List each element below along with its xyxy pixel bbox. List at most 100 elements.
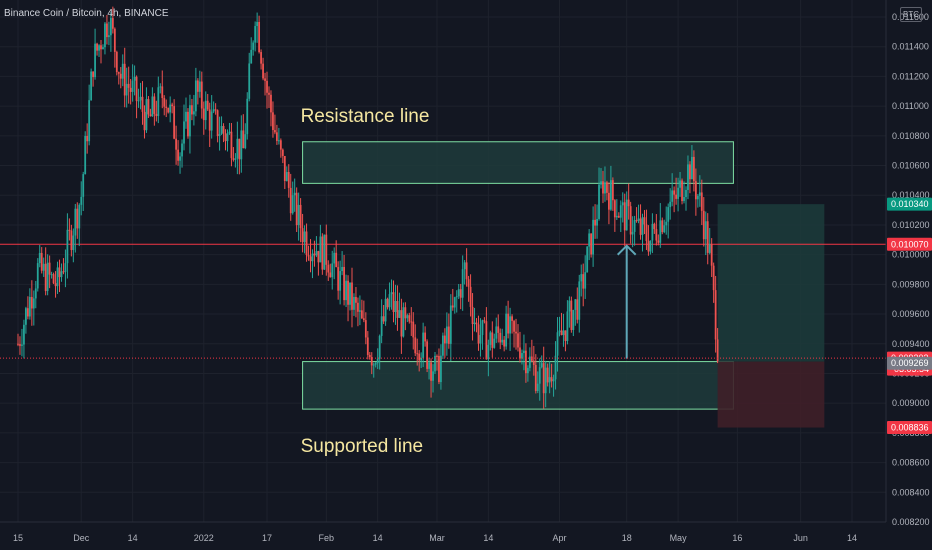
candle [447,326,450,344]
candle [643,217,646,225]
candle [635,220,638,222]
candle [252,42,255,50]
candle [625,199,628,231]
candle [54,283,57,287]
candle [416,353,419,355]
candle [669,201,672,208]
candle [621,202,624,206]
candle [179,156,181,161]
candle [548,377,551,383]
candle [50,274,53,276]
candle [64,263,67,272]
candle [426,341,428,369]
candle [151,96,154,117]
candle [131,80,134,92]
candle [167,107,170,113]
y-tick-label: 0.010400 [892,190,930,200]
candle [588,233,591,247]
candle [580,274,583,282]
candle [40,252,43,271]
candle [442,335,444,356]
candle [194,80,197,112]
x-tick-label: May [670,533,688,543]
x-tick-label: Apr [552,533,566,543]
x-tick-label: 14 [128,533,138,543]
candle [333,252,336,264]
candle [685,189,687,198]
candle [481,320,484,335]
candle [683,197,685,202]
candle [220,126,223,135]
candle [451,305,454,308]
y-tick-label: 0.009800 [892,279,930,289]
candle [546,367,549,383]
candle [84,135,87,175]
candle [564,330,567,342]
arrow-head [616,244,637,256]
candle [609,180,612,210]
currency-badge[interactable]: BTC [900,7,922,22]
candle [475,322,478,325]
candle [349,282,351,305]
candle [143,111,146,131]
candle [542,363,545,394]
candle [268,92,270,95]
price-label-bg [887,421,932,435]
candle [661,220,664,233]
candle [428,362,430,369]
support-label: Supported line [301,436,424,457]
candle [96,43,98,51]
x-tick-label: 15 [13,533,23,543]
candle [681,180,683,202]
candle [692,156,695,182]
candle [604,182,606,194]
candle [712,265,715,291]
candle [657,240,660,243]
candle [355,296,357,303]
candle [491,332,494,348]
candle [129,87,132,92]
candle [432,371,434,381]
candle [509,316,511,334]
candle [600,181,602,185]
candle [123,63,126,96]
candle [390,292,393,295]
candle [264,78,266,81]
price-label: 0.009269 [891,358,929,368]
candle [536,383,539,392]
candle [651,223,654,241]
candle [104,23,106,48]
candle [677,187,679,199]
candle [270,94,272,113]
candle [517,333,519,348]
candle [155,113,158,117]
x-tick-label: 2022 [194,533,214,543]
candle [384,298,387,322]
candle [370,357,373,366]
candle [106,23,108,38]
candle [376,358,379,364]
candle [366,337,369,355]
candle [704,221,707,240]
candle [540,363,543,368]
candle [185,111,187,122]
candle [256,21,259,27]
candle [331,263,334,278]
candle [196,80,199,92]
candle [714,290,717,340]
candle [244,134,247,149]
candle [74,208,77,236]
candle [309,256,312,262]
position-target-zone [717,204,825,362]
candle [353,296,355,310]
candle [459,289,462,298]
candle [175,138,178,150]
candle [335,252,338,268]
candle [161,86,164,99]
candle [44,263,47,292]
candle [119,73,122,79]
candle [198,81,201,92]
candle [623,202,626,231]
candle [631,231,634,235]
